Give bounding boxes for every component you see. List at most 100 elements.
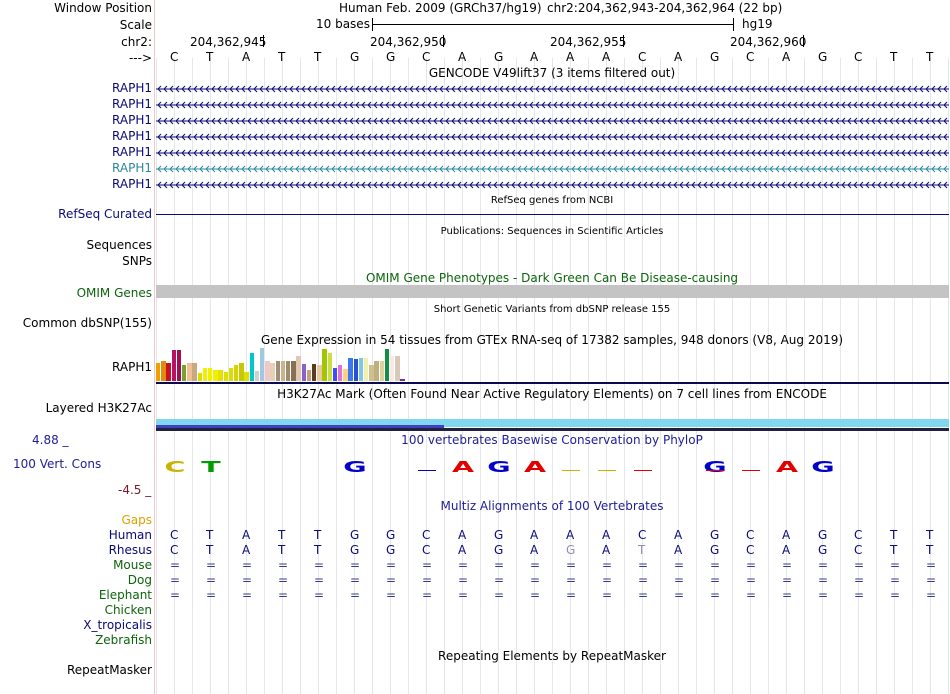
gtex-tissue-bar[interactable] [197,373,202,381]
h3k27ac-track-label[interactable]: Layered H3K27Ac [45,401,152,415]
omim-gene-bar[interactable] [156,285,949,298]
gencode-transcript-label[interactable]: RAPH1 [112,113,152,127]
gtex-tissue-bar[interactable] [379,360,384,381]
phylop-base-glyph[interactable]: G [703,458,727,476]
multiz-species-label[interactable]: Gaps [121,513,152,527]
phylop-base-glyph[interactable]: G [343,458,367,476]
gencode-transcript-line[interactable] [156,100,949,110]
gtex-tissue-bar[interactable] [192,362,197,382]
gtex-tissue-bar[interactable] [395,355,400,381]
phylop-base-glyph[interactable]: A [523,458,547,476]
gtex-tissue-bar[interactable] [327,352,332,381]
phylop-negative-mark [418,470,436,471]
gtex-tissue-bar[interactable] [312,363,317,381]
gtex-tissue-bar[interactable] [275,360,280,381]
multiz-species-label[interactable]: Zebrafish [95,633,152,647]
gtex-tissue-bar[interactable] [343,368,348,381]
sequence-base: G [350,50,360,64]
gtex-tissue-bar[interactable] [202,367,208,381]
dbsnp-track-label[interactable]: Common dbSNP(155) [22,316,152,330]
phylop-track-label[interactable]: 100 Vert. Cons [13,457,102,471]
gtex-tissue-bar[interactable] [374,361,379,381]
gtex-tissue-bar[interactable] [280,360,286,381]
phylop-base-glyph[interactable]: G [811,458,835,476]
gtex-tissue-bar[interactable] [208,367,213,381]
gtex-tissue-bar[interactable] [390,355,395,381]
snps-track-label[interactable]: SNPs [122,254,152,268]
gtex-tissue-bar[interactable] [249,352,254,381]
gencode-transcript-line[interactable] [156,148,949,158]
gtex-tissue-bar[interactable] [400,379,405,382]
gtex-tissue-bar[interactable] [239,362,244,382]
refseq-track-label[interactable]: RefSeq Curated [58,207,152,221]
gtex-tissue-bar[interactable] [369,365,374,381]
multiz-alignment-base: = [710,573,721,587]
gtex-tissue-bar[interactable] [161,360,166,381]
gtex-tissue-bar[interactable] [187,362,192,382]
phylop-base-glyph[interactable]: A [451,458,475,476]
gtex-tissue-bar[interactable] [213,370,218,381]
gtex-tissue-bar[interactable] [291,360,296,381]
gtex-tissue-bar[interactable] [265,361,270,381]
multiz-species-label[interactable]: Human [108,528,152,542]
multiz-species-label[interactable]: Chicken [104,603,152,617]
gtex-tissue-bar[interactable] [358,357,364,381]
multiz-species-label[interactable]: Elephant [98,588,152,602]
gtex-tissue-bar[interactable] [166,362,171,382]
multiz-species-label[interactable]: Dog [127,573,152,587]
gtex-tissue-bar[interactable] [322,349,327,381]
gtex-tissue-bar[interactable] [353,359,358,381]
gencode-transcript-line[interactable] [156,116,949,126]
gtex-tissue-bar[interactable] [348,357,353,381]
multiz-species-label[interactable]: Mouse [113,558,152,572]
gtex-tissue-bar[interactable] [301,363,306,381]
gtex-tissue-bar[interactable] [270,362,275,382]
gtex-tissue-bar[interactable] [384,349,390,381]
gtex-track-label[interactable]: RAPH1 [112,360,152,374]
gencode-transcript-line[interactable] [156,180,949,190]
phylop-base-glyph[interactable]: G [487,458,511,476]
gtex-tissue-bar[interactable] [296,355,301,381]
gtex-tissue-bar[interactable] [317,365,322,381]
gtex-tissue-bar[interactable] [182,365,187,381]
multiz-alignment-base: T [314,543,322,557]
gencode-transcript-label[interactable]: RAPH1 [112,161,152,175]
gtex-tissue-bar[interactable] [260,348,265,381]
gtex-tissue-bar[interactable] [171,349,176,381]
multiz-alignment-base: A [674,528,683,542]
gencode-transcript-label[interactable]: RAPH1 [112,97,152,111]
gtex-tissue-bar[interactable] [218,370,223,381]
repeatmasker-track-label[interactable]: RepeatMasker [66,663,152,677]
gtex-tissue-bar[interactable] [338,365,343,381]
phylop-base-glyph[interactable]: T [201,458,221,476]
publications-track-label[interactable]: Sequences [86,238,152,252]
gencode-transcript-line[interactable] [156,84,949,94]
multiz-alignment-base: G [386,543,396,557]
phylop-base-glyph[interactable]: C [164,458,186,476]
multiz-alignment-base: C [854,543,863,557]
multiz-species-label[interactable]: Rhesus [108,543,152,557]
gtex-tissue-bar[interactable] [286,360,291,381]
multiz-species-label[interactable]: X_tropicalis [83,618,152,632]
gtex-tissue-bar[interactable] [228,367,234,381]
gtex-tissue-bar[interactable] [223,372,228,381]
phylop-base-glyph[interactable]: A [775,458,799,476]
gencode-transcript-line[interactable] [156,164,949,174]
gencode-transcript-label[interactable]: RAPH1 [112,145,152,159]
gtex-tissue-bar[interactable] [306,370,312,381]
refseq-gene-line[interactable] [156,214,949,215]
gtex-tissue-bar[interactable] [332,367,338,381]
omim-track-label[interactable]: OMIM Genes [76,286,152,300]
gtex-tissue-bar[interactable] [234,365,239,381]
gtex-tissue-bar[interactable] [176,349,182,381]
multiz-alignment-base: A [530,528,539,542]
gencode-transcript-label[interactable]: RAPH1 [112,129,152,143]
sequence-base: G [386,50,396,64]
gtex-tissue-bar[interactable] [156,362,161,382]
gtex-tissue-bar[interactable] [254,371,260,381]
gtex-tissue-bar[interactable] [364,357,369,381]
gtex-tissue-bar[interactable] [244,372,249,381]
gencode-transcript-label[interactable]: RAPH1 [112,177,152,191]
gencode-transcript-line[interactable] [156,132,949,142]
gencode-transcript-label[interactable]: RAPH1 [112,81,152,95]
